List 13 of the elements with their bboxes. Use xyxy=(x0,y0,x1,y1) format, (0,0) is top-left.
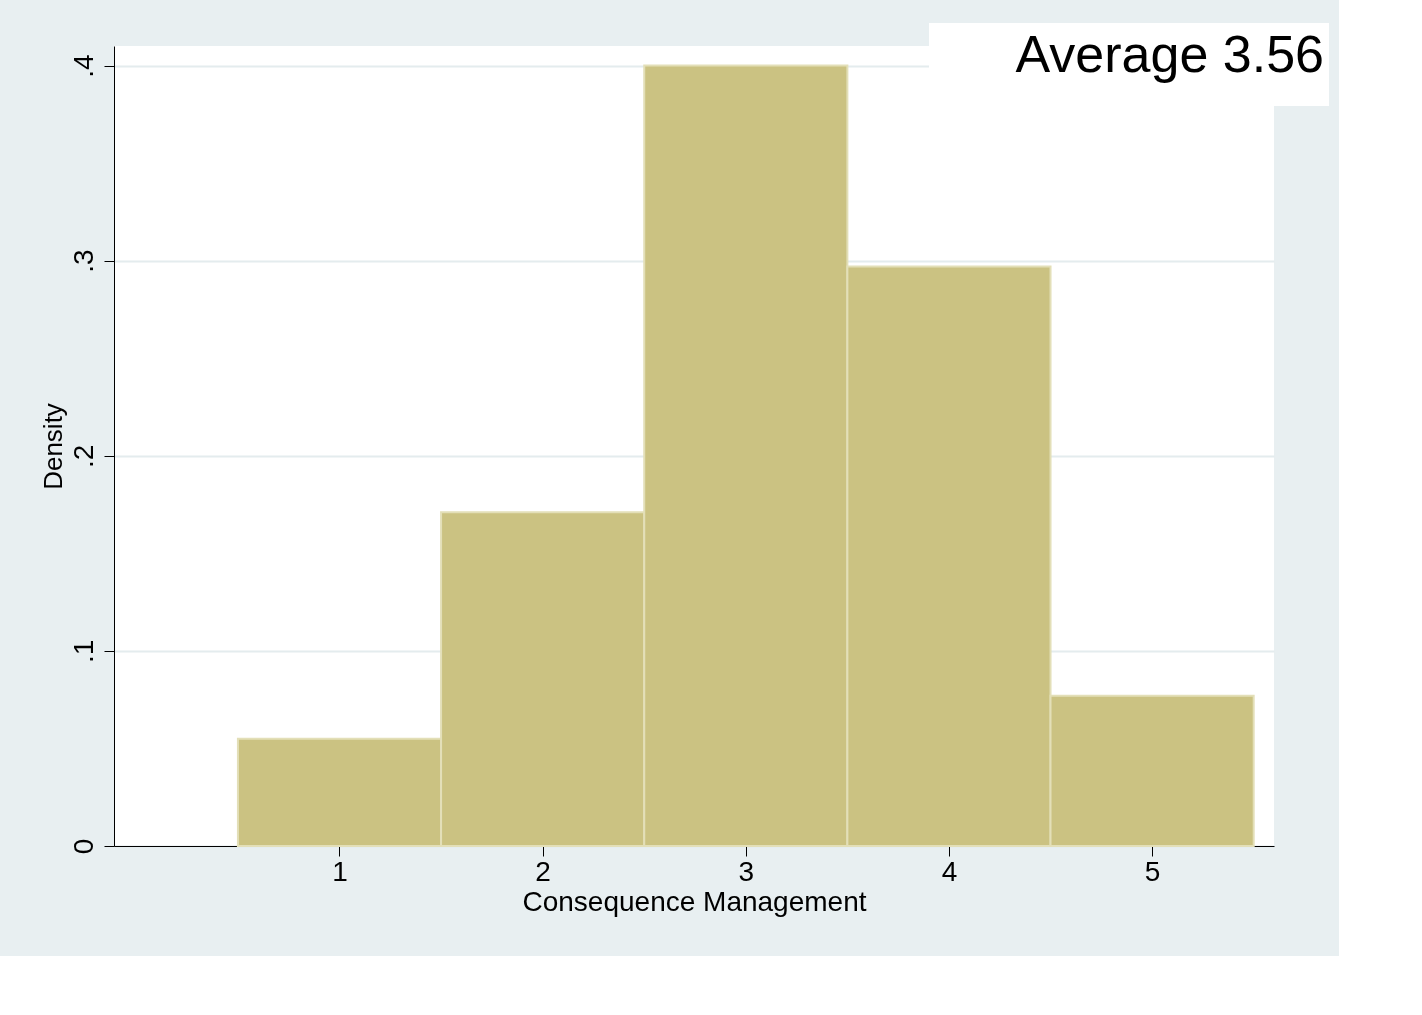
y-tick-label: .4 xyxy=(67,54,99,78)
y-tick-label: .3 xyxy=(67,249,99,273)
x-tick-label: 1 xyxy=(332,855,348,887)
x-axis-title: Consequence Management xyxy=(522,885,867,917)
x-tick-label: 4 xyxy=(941,855,958,887)
y-tick-label: .1 xyxy=(67,639,99,664)
y-axis-title: Density xyxy=(37,403,68,490)
x-tick-label: 3 xyxy=(738,855,755,887)
x-tick-label: 5 xyxy=(1144,855,1161,887)
annotation: Average 3.56 xyxy=(1015,25,1324,83)
y-tick-label: .2 xyxy=(67,444,99,468)
y-tick-label: 0 xyxy=(67,838,99,855)
x-tick-label: 2 xyxy=(535,855,551,887)
